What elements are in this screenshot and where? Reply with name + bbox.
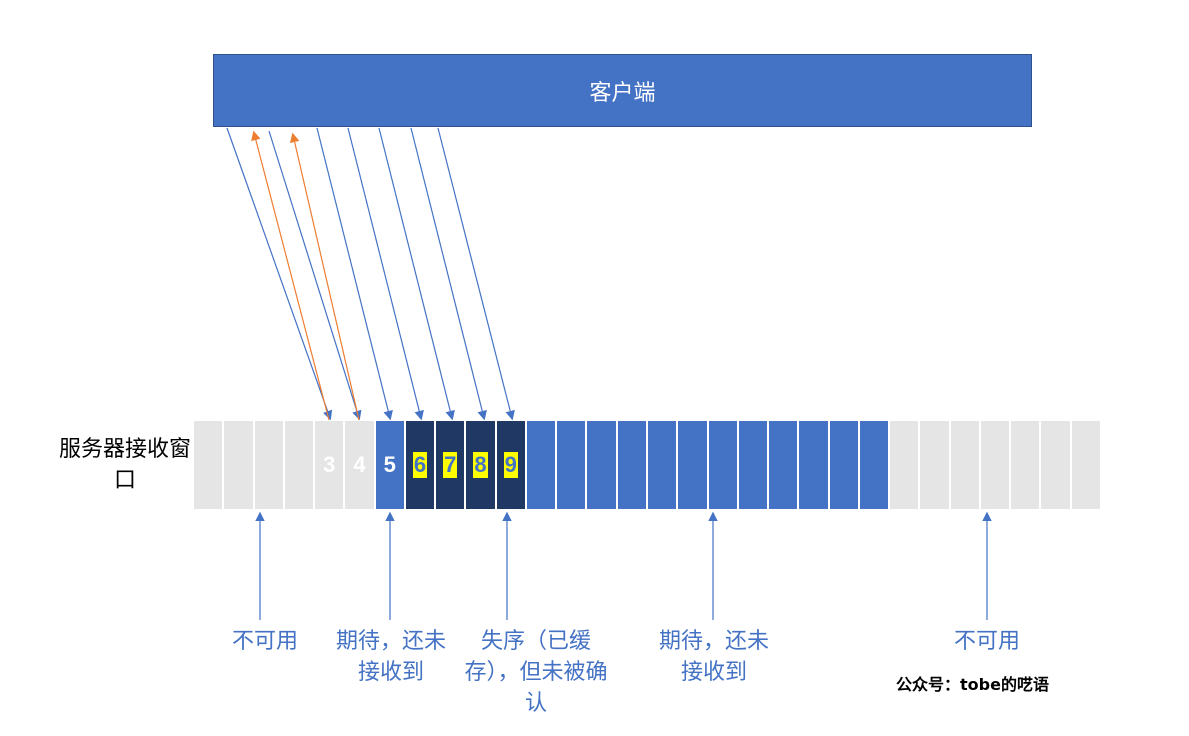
window-cell [890, 421, 921, 509]
window-cell [829, 421, 860, 509]
window-cell [526, 421, 558, 509]
segment-number: 8 [473, 452, 488, 478]
credit-text: 公众号：tobe的呓语 [896, 675, 1049, 694]
label-out-of-order: 失序（已缓存），但未被确认 [464, 629, 608, 716]
window-cell [557, 421, 588, 509]
window-cell [254, 421, 285, 509]
label-unavailable-right: 不可用 [953, 629, 1020, 654]
window-cell [1011, 421, 1042, 509]
segment-number: 6 [412, 452, 428, 478]
label-unavailable-left: 不可用 [231, 629, 298, 654]
window-cell [617, 421, 648, 509]
window-cell [194, 421, 225, 509]
window-cell [980, 421, 1012, 509]
segment-arrow-4 [268, 130, 362, 421]
window-cell: 4 [345, 421, 376, 509]
label-expected-right: 期待，还未接收到 [659, 629, 770, 685]
window-cell: 7 [436, 421, 467, 509]
segment-arrow-3 [226, 127, 333, 421]
window-cell: 8 [466, 421, 497, 509]
ack-arrow-3 [251, 130, 330, 421]
window-cell [769, 421, 800, 509]
window-cell [647, 421, 679, 509]
segment-arrow-8 [410, 127, 487, 421]
segment-number: 5 [383, 452, 396, 477]
window-cell [859, 421, 891, 509]
segment-number: 7 [443, 452, 458, 478]
window-cell: 3 [315, 421, 346, 509]
window-cell [284, 421, 316, 509]
window-cell: 9 [496, 421, 527, 509]
segment-number: 3 [323, 452, 336, 477]
window-cell [799, 421, 830, 509]
window-cell: 5 [375, 421, 406, 509]
window-cell [1071, 421, 1100, 509]
window-cell [1041, 421, 1072, 509]
window-cell: 6 [405, 421, 437, 509]
window-cell [708, 421, 739, 509]
window-label: 服务器接收窗口 [58, 437, 191, 493]
segment-number: 4 [353, 452, 366, 477]
segment-arrow-7 [378, 127, 455, 421]
window-cell [224, 421, 255, 509]
window-cell [738, 421, 770, 509]
segment-number: 9 [503, 452, 518, 478]
window-cell [587, 421, 618, 509]
ack-arrow-4 [289, 132, 360, 421]
segment-arrow-5 [316, 127, 393, 421]
client-box: 客户端 [213, 54, 1032, 127]
label-expected-left: 期待，还未接收到 [336, 629, 447, 685]
segment-arrow-6 [347, 127, 424, 421]
window-cell [920, 421, 951, 509]
window-cell [678, 421, 709, 509]
window-cell [950, 421, 981, 509]
segment-arrow-9 [437, 127, 515, 421]
